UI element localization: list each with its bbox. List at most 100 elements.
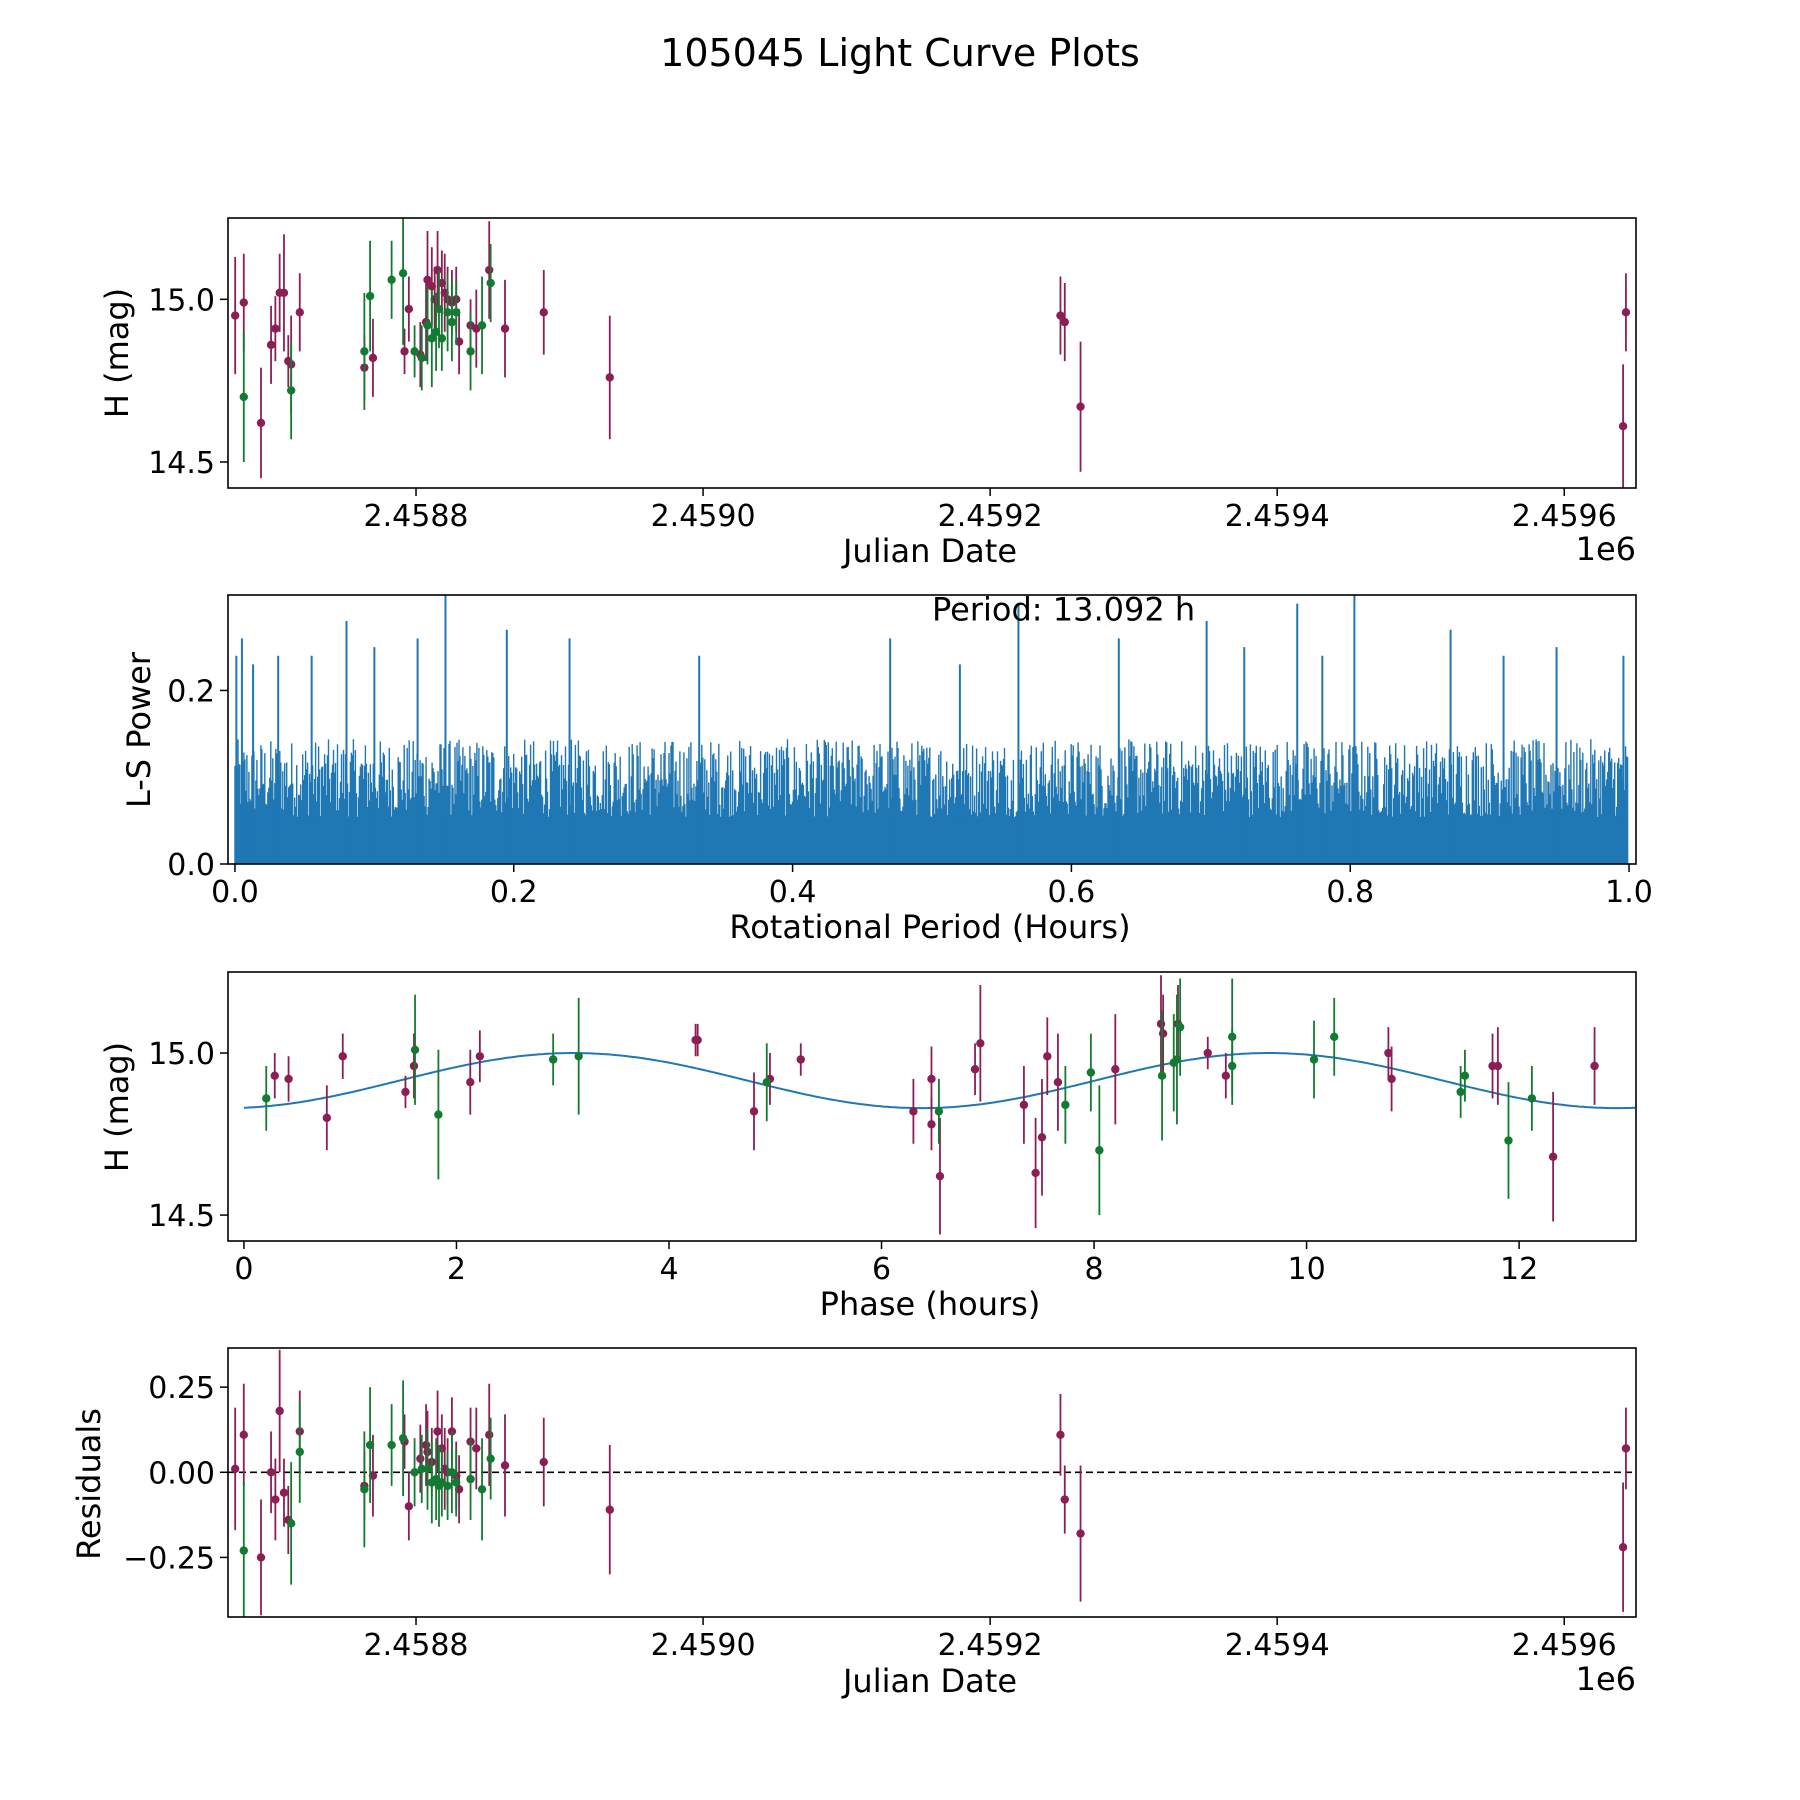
residuals-point-green (423, 1464, 432, 1474)
residuals-point-red (485, 1430, 494, 1440)
residuals-point-red (1076, 1529, 1085, 1538)
residuals-point-red (256, 1553, 266, 1562)
lightcurve-point-red (230, 311, 240, 320)
residuals-point-green (447, 1468, 457, 1477)
residuals-point-red (1618, 1542, 1628, 1552)
phased-point-red (927, 1120, 936, 1129)
residuals-point-green (486, 1454, 495, 1463)
phased-point-red (970, 1065, 980, 1074)
lightcurve-point-green (447, 317, 457, 327)
phased-point-red (338, 1052, 347, 1061)
phased-point-green (548, 1055, 558, 1064)
phased-x-tick-label: 0 (234, 1252, 253, 1287)
phased-point-red (284, 1074, 293, 1084)
lightcurve-y-axis-label: H (mag) (98, 288, 136, 418)
residuals-y-tick-label: 0.00 (148, 1456, 215, 1491)
residuals-point-green (477, 1485, 487, 1494)
phased-x-tick-label: 12 (1500, 1252, 1538, 1287)
residuals-x-tick-label: 2.4594 (1225, 1628, 1330, 1663)
phased-point-green (1456, 1087, 1465, 1097)
periodogram-y-tick-label: 0.2 (167, 674, 215, 709)
panel-lightcurve-julian-date: 2.4588 2.4590 2.4592 2.4594 2.4596 14.515.0 … (98, 217, 1637, 570)
phased-point-red (1111, 1065, 1120, 1074)
lightcurve-point-green (477, 321, 487, 330)
lightcurve-point-red (271, 324, 280, 333)
lightcurve-point-green (466, 347, 475, 356)
residuals-point-red (539, 1457, 548, 1467)
lightcurve-point-green (365, 291, 375, 301)
residuals-point-green (452, 1478, 461, 1487)
residuals-point-red (1060, 1495, 1069, 1504)
lightcurve-point-green (437, 334, 447, 343)
phased-point-green (262, 1094, 271, 1103)
phased-point-red (693, 1035, 702, 1045)
residuals-x-ticks: 2.4588 2.4590 2.4592 2.4594 2.4596 (364, 1617, 1617, 1663)
phased-point-red (749, 1107, 759, 1116)
phased-point-red (909, 1107, 918, 1116)
periodogram-axes-frame (227, 594, 1637, 865)
lightcurve-point-green (486, 278, 495, 288)
lightcurve-point-green (387, 275, 396, 285)
lightcurve-point-red (239, 298, 248, 307)
lightcurve-point-red (485, 265, 494, 275)
residuals-point-red (271, 1495, 280, 1504)
phased-point-red (1548, 1152, 1558, 1161)
lightcurve-point-green (286, 386, 296, 395)
residuals-point-red (279, 1488, 289, 1497)
phased-y-ticks: 14.5 15.0 (148, 1037, 228, 1234)
residuals-point-red (1056, 1430, 1065, 1440)
periodogram-x-axis-label: Rotational Period (Hours) (729, 908, 1130, 946)
periodogram-marks (234, 595, 1629, 864)
periodogram-y-ticks: 0.0 0.2 (167, 674, 228, 883)
lightcurve-y-tick-label: 14.5 (148, 446, 215, 481)
phased-x-tick-label: 6 (872, 1252, 891, 1287)
phased-x-ticks: 0 2 4 6 8 10 12 (234, 1241, 1538, 1287)
residuals-point-green (239, 1546, 248, 1555)
lightcurve-x-tick-label: 2.4592 (938, 499, 1043, 534)
lightcurve-point-red (1056, 311, 1065, 320)
lightcurve-point-red (279, 288, 289, 298)
residuals-x-tick-label: 2.4596 (1512, 1628, 1617, 1663)
periodogram-x-tick-label: 0.8 (1326, 875, 1374, 910)
phased-point-green (1460, 1071, 1470, 1080)
periodogram-x-tick-label: 0.6 (1048, 875, 1096, 910)
phased-y-axis-label: H (mag) (98, 1042, 136, 1172)
residuals-y-tick-label: −0.25 (123, 1541, 215, 1576)
periodogram-y-axis-label: L-S Power (120, 651, 158, 808)
lightcurve-point-red (368, 353, 378, 363)
residuals-y-tick-label: 0.25 (148, 1371, 215, 1406)
phased-point-red (1384, 1048, 1393, 1058)
lightcurve-point-red (605, 373, 614, 382)
residuals-point-red (404, 1502, 414, 1511)
lightcurve-point-red (500, 324, 510, 333)
phased-point-red (1053, 1077, 1063, 1087)
residuals-point-green (365, 1440, 375, 1450)
residuals-point-red (416, 1454, 425, 1463)
phased-point-red (401, 1087, 410, 1097)
phased-point-red (466, 1077, 475, 1087)
lightcurve-y-ticks: 14.5 15.0 (148, 283, 228, 481)
lightcurve-point-green (423, 321, 432, 330)
lightcurve-x-tick-label: 2.4594 (1225, 499, 1330, 534)
phased-point-red (935, 1171, 945, 1181)
lightcurve-point-green (443, 308, 452, 317)
lightcurve-point-green (417, 353, 426, 363)
phased-point-red (1203, 1048, 1212, 1058)
lightcurve-x-offset-label: 1e6 (1576, 530, 1636, 568)
phased-axes-frame (227, 971, 1637, 1242)
phased-y-tick-label: 14.5 (148, 1199, 215, 1234)
residuals-point-red (472, 1444, 481, 1453)
lightcurve-point-red (256, 418, 266, 428)
phased-point-red (1037, 1133, 1047, 1142)
phased-point-green (934, 1107, 944, 1116)
lightcurve-marks (230, 218, 1631, 488)
residuals-point-red (275, 1406, 284, 1416)
lightcurve-point-red (539, 308, 548, 317)
phased-point-red (1043, 1052, 1052, 1061)
phased-x-tick-label: 2 (447, 1252, 466, 1287)
lightcurve-point-red (423, 275, 432, 285)
periodogram-x-tick-label: 0.0 (211, 875, 259, 910)
residuals-x-tick-label: 2.4588 (364, 1628, 469, 1663)
phased-point-green (410, 1045, 420, 1054)
